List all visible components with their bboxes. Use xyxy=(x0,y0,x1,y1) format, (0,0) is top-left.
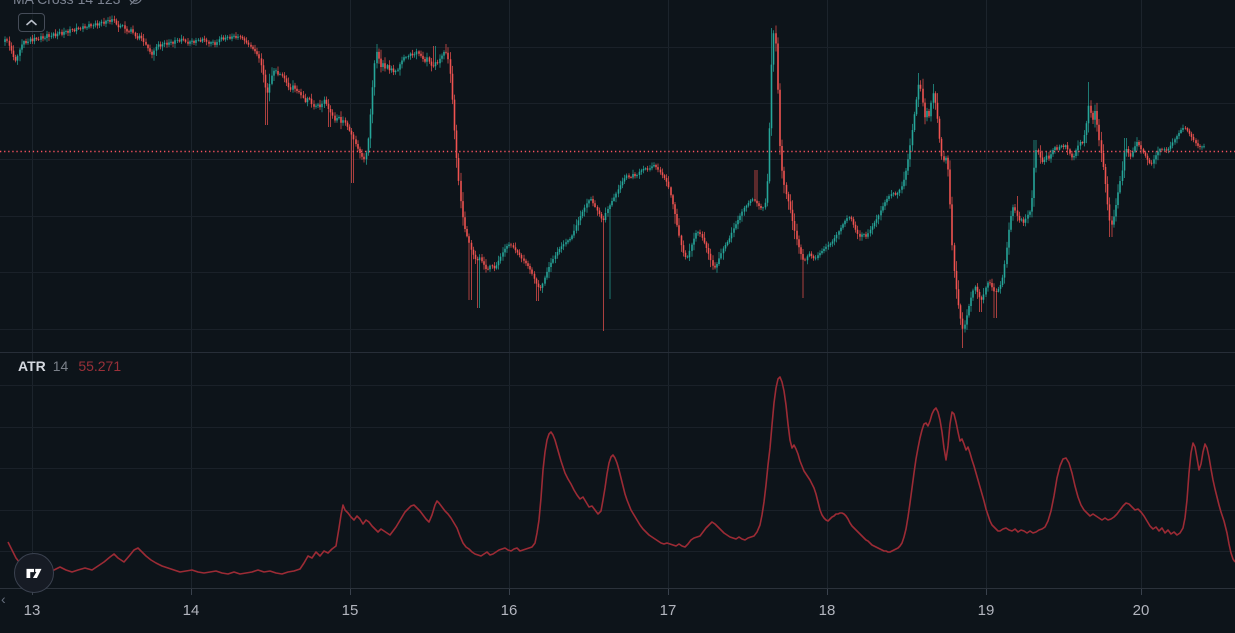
atr-legend[interactable]: ATR 14 55.271 xyxy=(18,358,121,374)
pane-separator[interactable] xyxy=(0,352,1235,353)
atr-pane[interactable] xyxy=(0,352,1235,588)
atr-length: 14 xyxy=(52,358,69,374)
axis-tick xyxy=(191,589,192,595)
axis-tick xyxy=(350,589,351,595)
time-axis-label: 15 xyxy=(341,602,359,619)
chevron-up-icon xyxy=(26,19,37,26)
chevron-left-icon[interactable]: ‹ xyxy=(1,591,6,607)
time-axis-label: 16 xyxy=(500,602,518,619)
tradingview-logo-icon xyxy=(26,568,42,578)
atr-line xyxy=(7,376,1235,575)
visibility-off-icon[interactable] xyxy=(128,0,143,7)
axis-tick xyxy=(668,589,669,595)
atr-title: ATR xyxy=(18,358,46,374)
atr-value: 55.271 xyxy=(78,358,122,374)
time-axis-label: 14 xyxy=(182,602,200,619)
indicator-legend-label: MA Cross 14 123 xyxy=(13,0,120,7)
time-axis-label: 19 xyxy=(977,602,995,619)
time-axis-label: 13 xyxy=(23,602,41,619)
time-axis[interactable]: 13 14 15 16 17 18 19 20 xyxy=(0,588,1235,633)
axis-tick xyxy=(827,589,828,595)
time-axis-label: 18 xyxy=(818,602,836,619)
axis-tick xyxy=(1141,589,1142,595)
price-pane[interactable] xyxy=(0,0,1235,352)
indicator-legend[interactable]: MA Cross 14 123 xyxy=(13,0,143,7)
collapse-pane-button[interactable] xyxy=(18,13,45,32)
axis-tick xyxy=(509,589,510,595)
axis-tick xyxy=(986,589,987,595)
tradingview-logo[interactable] xyxy=(14,553,54,593)
time-axis-label: 20 xyxy=(1132,602,1150,619)
time-axis-label: 17 xyxy=(659,602,677,619)
